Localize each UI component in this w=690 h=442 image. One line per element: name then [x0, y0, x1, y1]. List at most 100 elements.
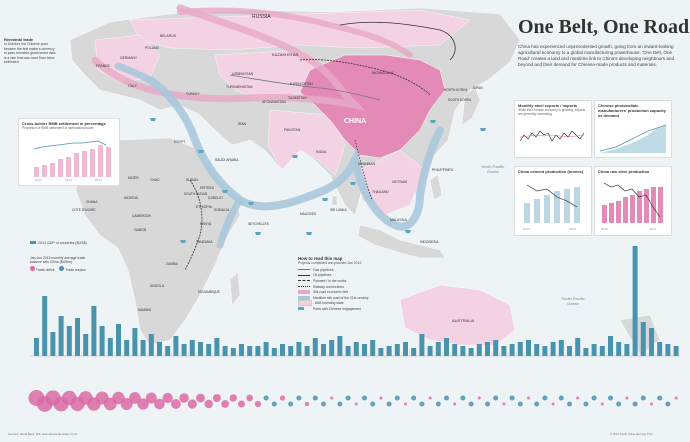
legend-item: Gas pipelines [298, 267, 388, 273]
x-tick: 2014 [649, 227, 656, 231]
country-label: TANZANIA [196, 240, 213, 244]
country-label: UZBEKISTAN [232, 72, 254, 76]
trade-bubble [657, 395, 663, 401]
x-tick: 2012 [35, 178, 42, 182]
country-label: PAKISTAN [284, 128, 301, 132]
pv-chart [599, 124, 667, 153]
country-label: MOZAMBIQUE [198, 290, 220, 294]
gdp-bar [435, 342, 441, 356]
country-label: GABON [134, 228, 147, 232]
country-label: NIGER [128, 176, 139, 180]
legend-label: Maritime silk road of the 21st century [313, 295, 369, 300]
country-label: INDIA [316, 150, 327, 154]
philippines-landmass [429, 174, 443, 201]
aiib-regions [94, 9, 516, 346]
legend-title: How to read this map [298, 256, 343, 261]
country-label: VIETNAM [392, 180, 408, 184]
trade-bubble [296, 395, 302, 401]
gdp-bar [526, 340, 531, 356]
legend-item: Railway connections [298, 284, 388, 290]
trade-balance-bubbles [28, 390, 678, 412]
ports [150, 118, 486, 243]
gdp-bar [632, 246, 638, 356]
trade-bubble [542, 395, 548, 401]
trade-bubble [428, 396, 432, 400]
bar [574, 187, 580, 223]
gdp-bar [198, 342, 203, 356]
x-tick: 2010 [601, 227, 608, 231]
bar [544, 195, 550, 223]
panel-subtitle: While the Chinese economy is growing, ex… [518, 108, 586, 116]
sidebar-heading: Renminbi trade [4, 37, 34, 42]
trade-bubble [321, 401, 326, 407]
gdp-bar [271, 348, 277, 356]
legend-label: Silk road economic belt [313, 290, 349, 295]
trade-bubble [379, 396, 383, 400]
gdp-bar [534, 344, 540, 356]
trade-bubble [608, 395, 613, 401]
port-icon [405, 230, 411, 233]
bar [564, 189, 570, 223]
gdp-bar [312, 338, 318, 356]
japan-landmass [461, 87, 481, 126]
gdp-bar [386, 346, 392, 356]
bar [74, 153, 79, 177]
trade-bubble [534, 401, 540, 407]
cement-panel: China cement production (tonnes) 2010 20… [514, 166, 592, 236]
gdp-bar [337, 336, 343, 356]
country-label: CHINA [344, 118, 367, 125]
gdp-bar [189, 340, 195, 356]
trade-bubble [187, 399, 197, 409]
gdp-bar [394, 344, 400, 356]
legend-label: Railway connections [313, 284, 344, 289]
trade-bubble [145, 392, 157, 404]
port-icon [292, 155, 298, 158]
steel-exports-panel: Monthly steel exports / imports While th… [514, 100, 592, 158]
country-label: DJIBOUTI [208, 196, 223, 200]
country-label: JAPAN [472, 86, 483, 90]
trade-bubble [221, 400, 229, 408]
gdp-bar [550, 342, 556, 356]
port-icon [150, 118, 156, 121]
country-label: GERMANY [120, 56, 138, 60]
rmb-line [33, 140, 107, 150]
legend-item: Maritime silk road of the 21st century [298, 295, 388, 301]
legend-swatch [298, 290, 310, 295]
gdp-bar [34, 338, 39, 356]
bar [50, 163, 55, 177]
africa-railway [184, 179, 203, 271]
country-label: TURKEY [186, 92, 200, 96]
trade-bubble [583, 401, 589, 407]
gdp-bar [329, 340, 335, 356]
trade-bubble [591, 395, 597, 401]
gdp-bar [132, 328, 138, 356]
trade-bubble [179, 393, 189, 403]
country-label: MALDIVES [300, 212, 317, 216]
gdp-key-swatch [30, 241, 36, 244]
gdp-bar [608, 336, 613, 356]
series-china [519, 130, 585, 142]
country-label: SEYCHELLES [248, 222, 269, 226]
country-label: COTE D'IVOIRE [72, 208, 96, 212]
maritime-silk-road-west [114, 62, 154, 84]
gdp-bar [673, 346, 679, 356]
trade-bubble [404, 402, 407, 406]
country-label: NAMIBIA [138, 308, 152, 312]
trade-bubble [288, 401, 294, 407]
legend-item: Oil pipelines [298, 273, 388, 279]
deficit-dot [30, 266, 35, 272]
gdp-bar [288, 346, 294, 356]
gdp-bar [427, 346, 433, 356]
port-icon [430, 120, 436, 123]
country-label: IRAN [238, 122, 247, 126]
gdp-bar [403, 342, 408, 356]
gdp-bar [296, 342, 302, 356]
trade-bubble [625, 396, 629, 400]
gdp-bar [304, 346, 310, 356]
gdp-bar [476, 344, 482, 356]
trade-bubble [419, 401, 425, 407]
bar [534, 199, 540, 223]
trade-bubble [665, 401, 671, 407]
raw-steel-panel: China raw steel production 2010 2014 [594, 166, 672, 236]
country-label: ANGOLA [150, 284, 165, 288]
